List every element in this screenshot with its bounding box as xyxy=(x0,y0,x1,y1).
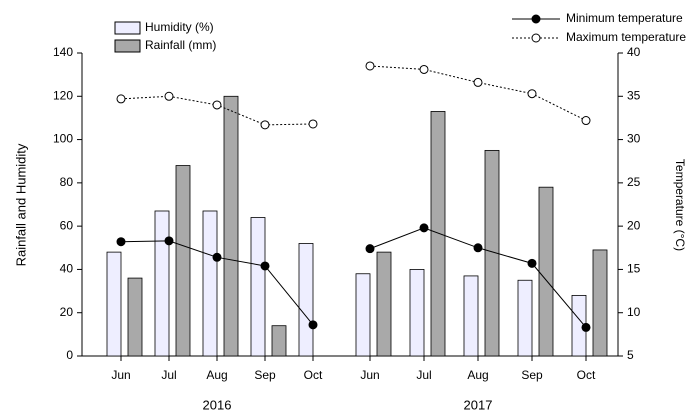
legend-label: Minimum temperature xyxy=(566,11,683,25)
x-tick-label: Jul xyxy=(416,368,431,382)
y2-tick-label: 5 xyxy=(627,348,634,362)
marker xyxy=(473,77,483,87)
bar xyxy=(202,210,218,357)
bar xyxy=(250,217,266,357)
marker xyxy=(527,258,537,268)
y2-axis-label: Temperature (°C) xyxy=(673,159,687,251)
marker xyxy=(419,223,429,233)
x-tick-label: Aug xyxy=(467,368,488,382)
marker xyxy=(419,64,429,74)
y-tick-label: 120 xyxy=(53,88,73,102)
bar xyxy=(106,251,122,357)
x-tick-label: Sep xyxy=(254,368,276,382)
bar xyxy=(409,269,425,357)
x-tick-label: Jun xyxy=(111,368,130,382)
legend-swatch xyxy=(114,39,141,53)
marker xyxy=(212,252,222,262)
y-axis-label: Rainfall and Humidity xyxy=(13,143,28,266)
marker xyxy=(308,119,318,129)
bar xyxy=(223,95,239,357)
marker xyxy=(212,100,222,110)
marker xyxy=(365,244,375,254)
x-tick-label: Jun xyxy=(360,368,379,382)
bar xyxy=(463,275,479,357)
bar xyxy=(517,279,533,357)
bar xyxy=(298,243,314,357)
y-tick-label: 20 xyxy=(60,305,74,319)
marker xyxy=(581,322,591,332)
bar xyxy=(127,277,143,357)
bar xyxy=(484,149,500,357)
marker xyxy=(116,237,126,247)
y-tick-label: 100 xyxy=(53,132,73,146)
bar xyxy=(376,251,392,357)
y-tick-label: 140 xyxy=(53,45,73,59)
legend-swatch xyxy=(114,21,141,35)
bar xyxy=(355,273,371,357)
line xyxy=(369,65,587,121)
x-tick-label: Aug xyxy=(206,368,227,382)
y2-tick-label: 25 xyxy=(627,175,641,189)
y-tick-label: 40 xyxy=(60,262,74,276)
legend-label: Maximum temperature xyxy=(566,30,686,44)
marker xyxy=(527,89,537,99)
bar xyxy=(538,186,554,357)
y2-tick-label: 35 xyxy=(627,88,641,102)
y-tick-label: 80 xyxy=(60,175,74,189)
marker xyxy=(581,116,591,126)
y-tick-label: 0 xyxy=(66,348,73,362)
marker xyxy=(473,243,483,253)
marker xyxy=(116,94,126,104)
bar xyxy=(154,210,170,357)
marker xyxy=(164,236,174,246)
y2-tick-label: 15 xyxy=(627,262,641,276)
y-tick-label: 60 xyxy=(60,218,74,232)
y2-tick-label: 20 xyxy=(627,218,641,232)
marker xyxy=(365,61,375,71)
marker xyxy=(308,320,318,330)
group-label: 2016 xyxy=(203,397,232,412)
bar xyxy=(592,249,608,357)
x-tick-label: Sep xyxy=(521,368,543,382)
marker xyxy=(260,120,270,130)
y2-tick-label: 30 xyxy=(627,132,641,146)
marker xyxy=(260,261,270,271)
y2-tick-label: 10 xyxy=(627,305,641,319)
legend-marker xyxy=(531,14,541,24)
bar xyxy=(271,325,287,357)
bar xyxy=(430,111,446,357)
legend-marker xyxy=(531,33,541,43)
legend-label: Humidity (%) xyxy=(145,20,214,34)
legend-label: Rainfall (mm) xyxy=(145,38,216,52)
group-label: 2017 xyxy=(464,397,493,412)
bar xyxy=(175,165,191,357)
x-tick-label: Jul xyxy=(161,368,176,382)
y2-tick-label: 40 xyxy=(627,45,641,59)
x-tick-label: Oct xyxy=(304,368,323,382)
x-tick-label: Oct xyxy=(577,368,596,382)
marker xyxy=(164,91,174,101)
